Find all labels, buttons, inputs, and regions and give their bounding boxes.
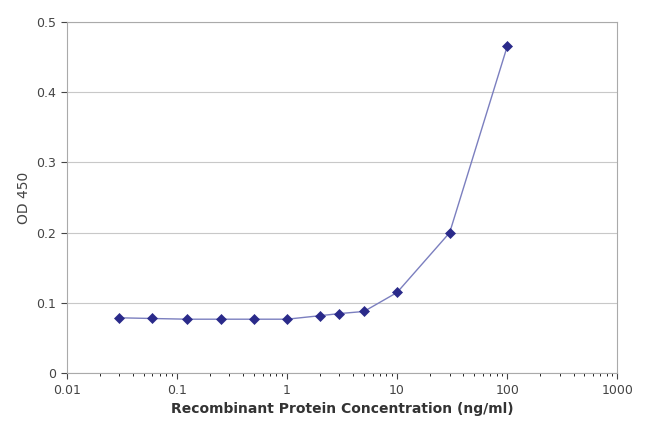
Y-axis label: OD 450: OD 450 bbox=[17, 171, 31, 223]
X-axis label: Recombinant Protein Concentration (ng/ml): Recombinant Protein Concentration (ng/ml… bbox=[171, 402, 514, 417]
